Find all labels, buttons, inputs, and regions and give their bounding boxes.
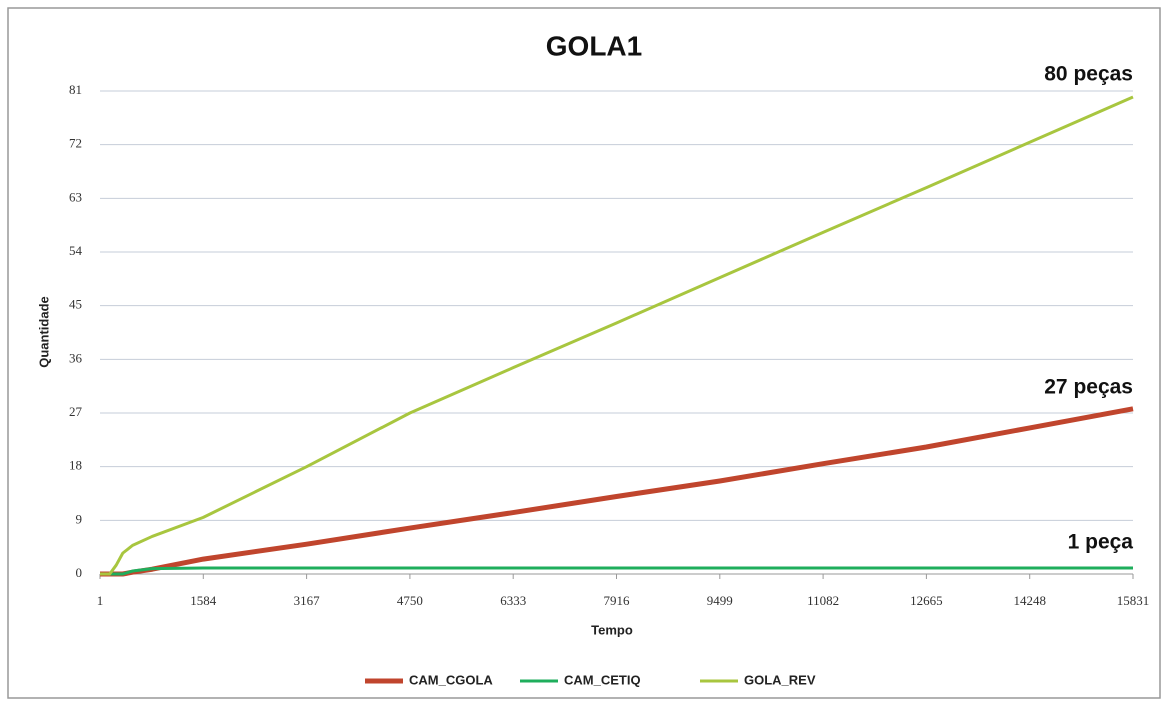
series-line [100,95,1134,576]
y-tick-label: 9 [76,511,83,526]
x-tick-label: 9499 [707,593,733,608]
legend-label: GOLA_REV [744,672,816,687]
y-tick-label: 45 [69,297,82,312]
y-tick-label: 72 [69,136,82,151]
y-tick-label: 18 [69,458,82,473]
legend-label: CAM_CGOLA [409,672,493,687]
y-tick-label: 54 [69,243,83,258]
x-tick-label: 12665 [910,593,943,608]
y-tick-label: 81 [69,82,82,97]
x-tick-label: 1584 [190,593,217,608]
x-tick-label: 1 [97,593,104,608]
x-tick-label: 7916 [604,593,631,608]
annotation: 27 peças [1044,376,1133,399]
x-axis-label: Tempo [591,622,633,637]
x-tick-label: 4750 [397,593,423,608]
chart-frame [7,7,1161,699]
y-tick-label: 27 [69,404,83,419]
x-tick-label: 14248 [1013,593,1046,608]
y-tick-label: 36 [69,350,83,365]
legend-label: CAM_CETIQ [564,672,641,687]
y-tick-label: 63 [69,189,82,204]
x-tick-label: 3167 [294,593,321,608]
annotation: 80 peças [1044,63,1133,86]
y-tick-label: 0 [76,565,83,580]
series-line [100,566,1133,576]
x-tick-label: 6333 [500,593,526,608]
y-axis-label: Quantidade [36,296,51,368]
annotation: 1 peça [1068,531,1134,554]
x-tick-label: 11082 [807,593,839,608]
x-tick-label: 15831 [1117,593,1150,608]
chart-title: GOLA1 [546,30,642,61]
